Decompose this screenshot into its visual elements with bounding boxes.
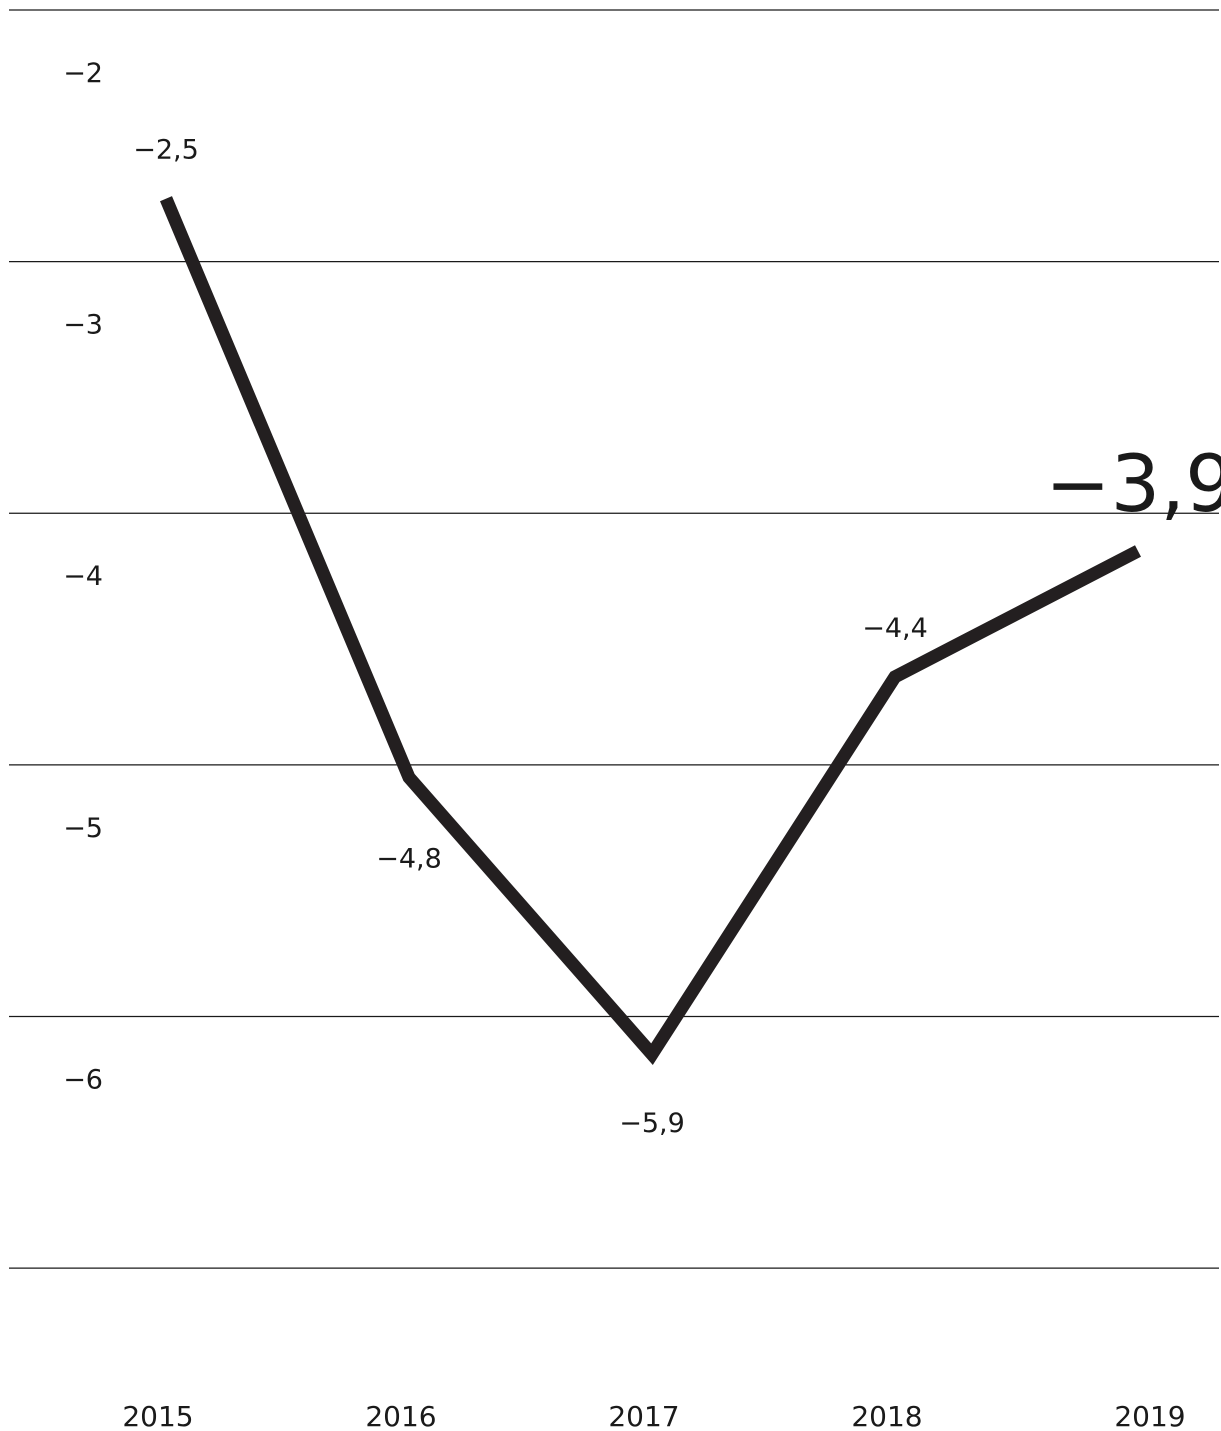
x-tick-label-2018: 2018	[851, 1400, 922, 1431]
x-tick-label-2017: 2017	[608, 1400, 679, 1431]
y-tick-label: −6	[63, 1064, 103, 1095]
x-axis-tick-labels: 2015 2016 2017 2018 2019	[122, 1400, 1185, 1431]
x-tick-label-2015: 2015	[122, 1400, 193, 1431]
y-axis-tick-labels: −2 −3 −4 −5 −6	[63, 58, 103, 1095]
data-label-2016: −4,8	[376, 843, 442, 874]
y-tick-label: −3	[63, 310, 103, 341]
data-label-2019: −3,9	[1045, 440, 1221, 530]
y-tick-label: −4	[63, 561, 103, 592]
y-tick-label: −2	[63, 58, 103, 89]
y-tick-label: −5	[63, 813, 103, 844]
data-label-2015: −2,5	[133, 135, 199, 166]
x-tick-label-2019: 2019	[1114, 1400, 1185, 1431]
series-line-group	[160, 196, 1141, 1065]
data-label-2018: −4,4	[862, 613, 928, 644]
data-label-2017: −5,9	[619, 1108, 685, 1139]
series-line	[160, 196, 1141, 1065]
x-tick-label-2016: 2016	[365, 1400, 436, 1431]
gridlines	[9, 9, 1219, 1269]
data-labels: −2,5 −4,8 −5,9 −4,4 −3,9	[133, 135, 1221, 1140]
